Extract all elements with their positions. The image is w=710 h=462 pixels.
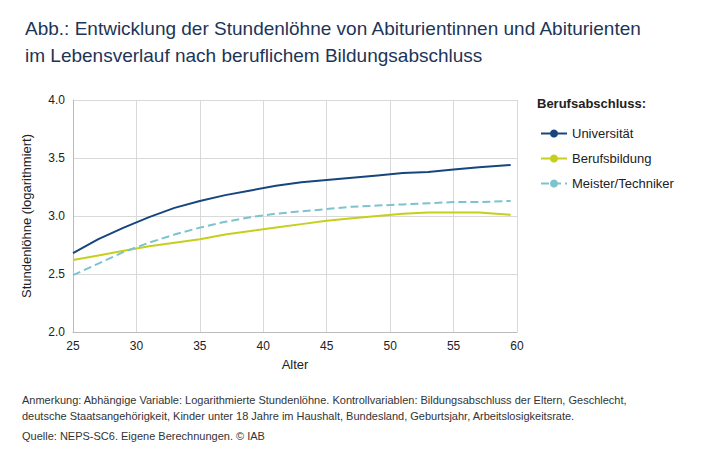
svg-text:3.5: 3.5 [48, 151, 65, 165]
svg-text:30: 30 [130, 339, 144, 353]
svg-text:45: 45 [320, 339, 334, 353]
svg-text:Berufsbildung: Berufsbildung [572, 151, 652, 166]
svg-text:60: 60 [510, 339, 524, 353]
svg-text:2.0: 2.0 [48, 325, 65, 339]
svg-text:2.5: 2.5 [48, 267, 65, 281]
svg-text:deutsche Staatsangehörigkeit,: deutsche Staatsangehörigkeit, Kinder unt… [22, 410, 574, 422]
svg-text:Berufsabschluss:: Berufsabschluss: [537, 96, 646, 111]
svg-text:50: 50 [383, 339, 397, 353]
svg-text:Universität: Universität [572, 126, 634, 141]
svg-text:3.0: 3.0 [48, 209, 65, 223]
svg-text:im Lebensverlauf nach beruflic: im Lebensverlauf nach beruflichem Bildun… [25, 45, 482, 66]
svg-text:Alter: Alter [282, 357, 309, 372]
svg-text:Anmerkung: Abhängige Variable:: Anmerkung: Abhängige Variable: Logarithm… [22, 394, 630, 406]
svg-text:4.0: 4.0 [48, 93, 65, 107]
svg-text:Meister/Techniker: Meister/Techniker [572, 176, 675, 191]
svg-text:Stundenlöhne (logarithmiert): Stundenlöhne (logarithmiert) [19, 134, 34, 298]
svg-text:40: 40 [257, 339, 271, 353]
svg-text:Quelle: NEPS-SC6. Eigene Berec: Quelle: NEPS-SC6. Eigene Berechnungen. ©… [22, 430, 265, 442]
svg-text:35: 35 [193, 339, 207, 353]
svg-text:Abb.: Entwicklung der Stundenl: Abb.: Entwicklung der Stundenlöhne von A… [25, 18, 641, 39]
svg-text:25: 25 [66, 339, 80, 353]
svg-text:55: 55 [447, 339, 461, 353]
